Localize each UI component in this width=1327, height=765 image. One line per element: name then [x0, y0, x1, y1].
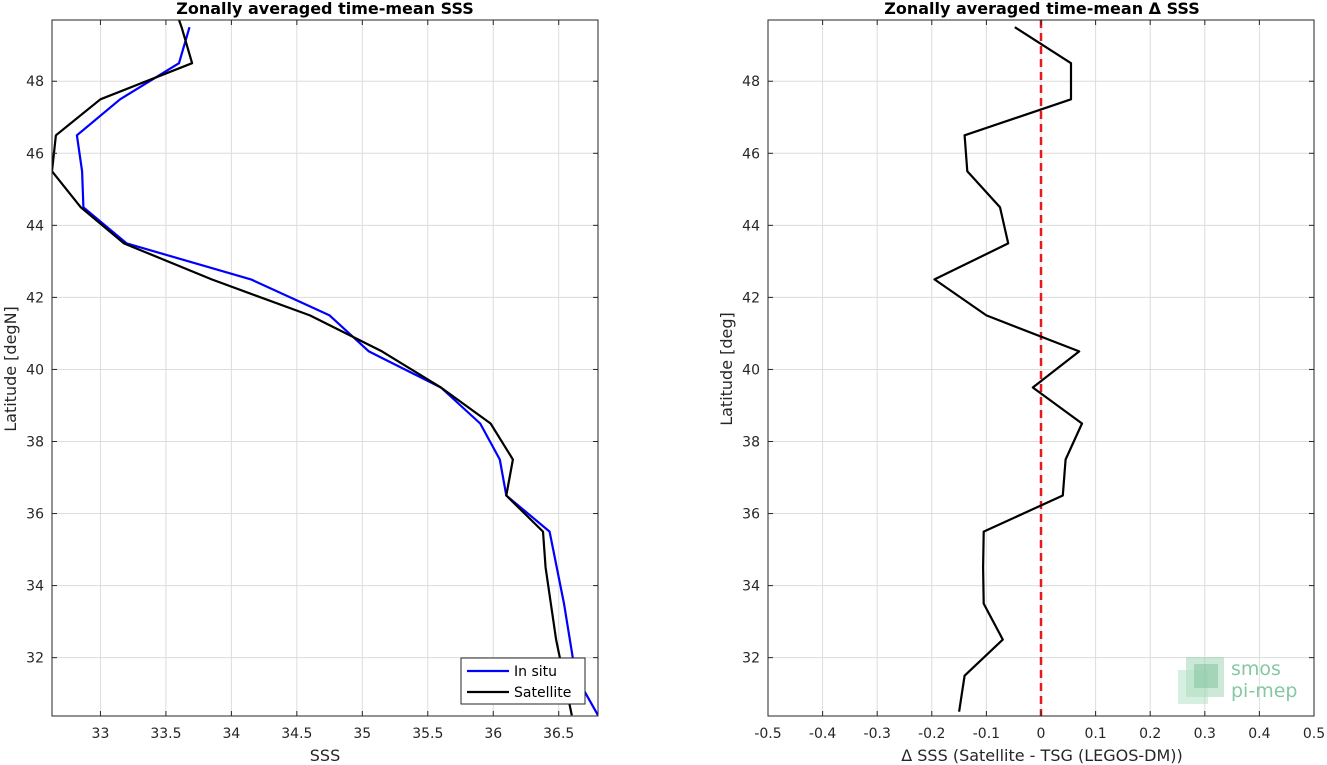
- logo-mark: [1186, 657, 1224, 697]
- right-y-tick-label: 38: [742, 434, 760, 450]
- left-x-tick-label: 36: [484, 726, 502, 742]
- right-x-tick-label: -0.1: [973, 726, 1000, 742]
- smos-pi-mep-logo: smos pi-mep: [1178, 657, 1297, 704]
- right-x-tick-label: 0.1: [1084, 726, 1106, 742]
- right-x-tick-label: -0.5: [754, 726, 781, 742]
- right-y-tick-label: 44: [742, 218, 760, 234]
- left-y-tick-label: 44: [26, 218, 44, 234]
- left-chart-title: Zonally averaged time-mean SSS: [176, 0, 474, 18]
- left-y-tick-label: 42: [26, 290, 44, 306]
- left-x-tick-label: 35.5: [412, 726, 443, 742]
- left-x-tick-label: 34: [222, 726, 240, 742]
- left-y-tick-label: 36: [26, 507, 44, 523]
- left-series-line-satellite: [52, 20, 573, 716]
- left-axes-box: [51, 19, 599, 717]
- left-x-tick-label: 35: [353, 726, 371, 742]
- right-y-axis-label: Latitude [deg]: [717, 312, 736, 426]
- left-y-tick-label: 48: [26, 74, 44, 90]
- right-y-tick-label: 46: [742, 146, 760, 162]
- legend-box: [460, 657, 586, 705]
- right-y-tick-label: 42: [742, 290, 760, 306]
- legend-label: In situ: [514, 664, 557, 680]
- left-y-tick-label: 46: [26, 146, 44, 162]
- legend-label: Satellite: [514, 685, 571, 701]
- left-x-tick-label: 34.5: [281, 726, 312, 742]
- right-y-tick-label: 40: [742, 362, 760, 378]
- left-x-tick-label: 33: [92, 726, 110, 742]
- left-series-line-in-situ: [75, 26, 598, 716]
- left-y-tick-label: 40: [26, 362, 44, 378]
- right-x-tick-label: 0.3: [1194, 726, 1216, 742]
- right-y-tick-label: 48: [742, 74, 760, 90]
- right-y-tick-label: 34: [742, 579, 760, 595]
- left-y-tick-label: 38: [26, 434, 44, 450]
- right-series-line-0: [933, 26, 1084, 712]
- right-x-axis-label: Δ SSS (Satellite - TSG (LEGOS-DM)): [901, 746, 1183, 765]
- left-x-tick-label: 33.5: [150, 726, 181, 742]
- right-x-tick-label: -0.3: [864, 726, 891, 742]
- logo-mark: [1178, 670, 1208, 704]
- right-x-tick-label: -0.4: [809, 726, 836, 742]
- right-x-tick-label: -0.2: [918, 726, 945, 742]
- logo-text-top: smos: [1231, 658, 1281, 680]
- plot-layer: 33 33.5 34 34.5 35 35.5 36 36.5 32 34 36 38 40 42 44 46…: [26, 19, 1325, 742]
- logo-text-bottom: pi-mep: [1231, 680, 1297, 702]
- right-x-tick-label: 0.4: [1248, 726, 1270, 742]
- right-x-tick-label: 0: [1037, 726, 1046, 742]
- right-x-tick-label: 0.5: [1303, 726, 1325, 742]
- left-x-tick-label: 36.5: [543, 726, 574, 742]
- logo-mark: [1194, 664, 1218, 688]
- left-x-axis-label: SSS: [310, 746, 340, 765]
- right-chart-title: Zonally averaged time-mean Δ SSS: [884, 0, 1200, 18]
- left-y-axis-label: Latitude [degN]: [1, 306, 20, 432]
- right-y-tick-label: 36: [742, 507, 760, 523]
- left-y-tick-label: 34: [26, 579, 44, 595]
- right-x-tick-label: 0.2: [1139, 726, 1161, 742]
- right-y-tick-label: 32: [742, 651, 760, 667]
- left-y-tick-label: 32: [26, 651, 44, 667]
